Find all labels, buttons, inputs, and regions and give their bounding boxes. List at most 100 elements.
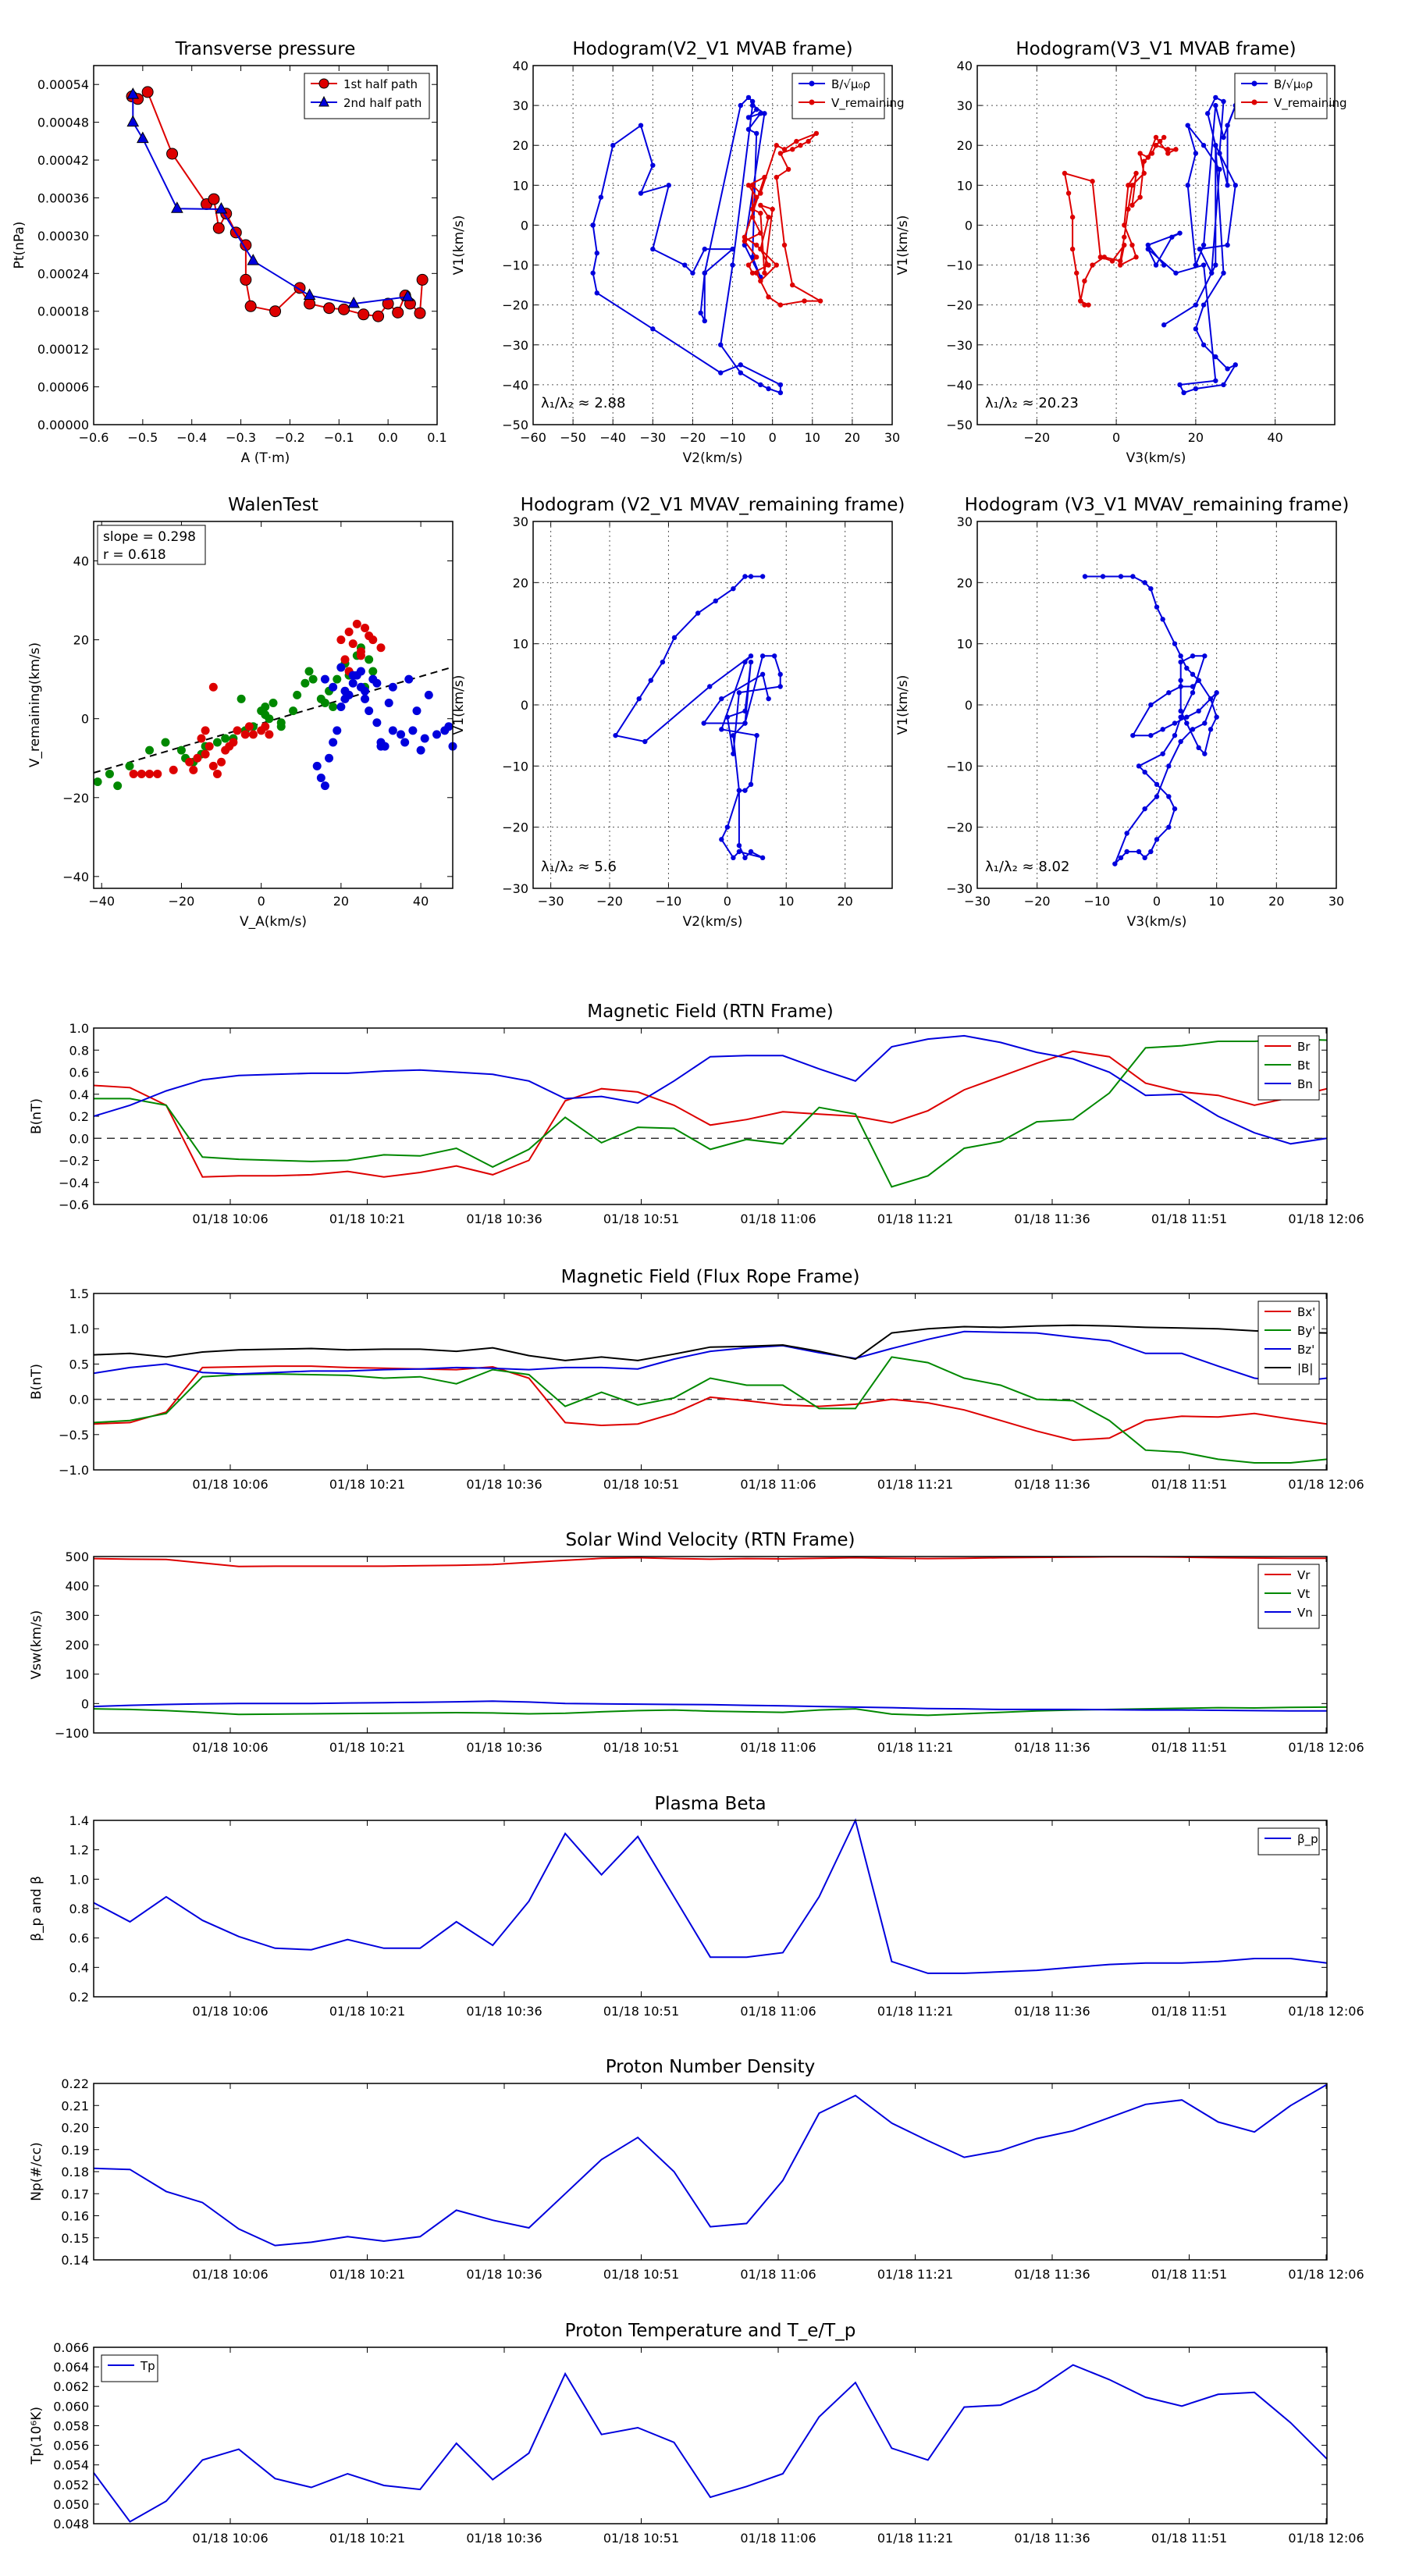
series-0-point [731, 732, 736, 738]
x-axis-label: V2(km/s) [683, 450, 743, 466]
series-1-point [754, 242, 759, 248]
series-By'-line [93, 1356, 1328, 1464]
series-0-point [719, 837, 724, 842]
series-0-point [1213, 262, 1218, 268]
y-tick-label: 0.16 [61, 2209, 89, 2224]
series-0-point [1173, 270, 1179, 276]
scatter-point [365, 706, 374, 716]
x-tick-label: 40 [1267, 430, 1282, 445]
x-tick-label: 20 [333, 894, 349, 909]
x-tick-label: 10 [778, 894, 794, 909]
series-0-point [724, 714, 731, 720]
time-tick-label: 01/18 11:51 [1151, 1477, 1227, 1492]
panel-hodo3: −30 −20 −10 0 10 20 30 −30 −20 −10 0 10 20 Hodogram (… [451, 495, 905, 930]
y-tick-label: −10 [946, 258, 973, 273]
series-1-point [1074, 270, 1080, 276]
y-axis-label: V1(km/s) [895, 675, 911, 735]
series-1-point [126, 115, 140, 127]
scatter-point [424, 690, 433, 699]
y-tick-label: 0.2 [69, 1109, 89, 1124]
series-0-point [1178, 708, 1183, 714]
time-tick-label: 01/18 12:06 [1288, 2267, 1364, 2282]
series-1-point [766, 262, 771, 268]
x-tick-label: −40 [599, 430, 626, 445]
series-1-point [766, 215, 771, 220]
y-tick-label: 10 [513, 178, 528, 193]
scatter-point [276, 718, 286, 728]
series-0-line [614, 575, 781, 859]
series-0-point [1118, 855, 1124, 861]
series-1-point [774, 174, 779, 180]
series-0-point [1178, 653, 1183, 659]
series-0-point [1172, 720, 1178, 726]
series-0-point [758, 382, 763, 388]
time-tick-label: 01/18 10:51 [603, 1477, 679, 1492]
series-1-point [1090, 262, 1095, 268]
time-tick-label: 01/18 11:21 [877, 2531, 953, 2546]
time-tick-label: 01/18 10:06 [192, 2267, 268, 2282]
time-tick-label: 01/18 11:51 [1151, 2004, 1227, 2019]
series-1-point [785, 166, 791, 173]
series-0-point [690, 270, 695, 276]
series-0-point [1130, 574, 1136, 579]
x-tick-label: −10 [656, 894, 682, 909]
scatter-point [340, 686, 350, 696]
time-tick-label: 01/18 10:36 [466, 1740, 542, 1755]
scatter-point [412, 706, 422, 716]
series-1-point [781, 147, 788, 152]
y-tick-label: −0.6 [59, 1197, 89, 1212]
scatter-point [244, 722, 254, 731]
time-tick-label: 01/18 11:21 [877, 1477, 953, 1492]
series-1-point [1065, 190, 1072, 196]
series-0-point [719, 727, 724, 732]
series-1-point [762, 174, 767, 180]
y-tick-label: 0.6 [69, 1066, 89, 1080]
series-0-point [1193, 262, 1199, 268]
series-0-point [759, 671, 766, 678]
series-0-point [1232, 183, 1238, 188]
y-tick-label: 0.6 [69, 1931, 89, 1946]
x-axis-label: V3(km/s) [1126, 450, 1186, 466]
series-0-point [1154, 781, 1160, 788]
x-tick-label: 10 [1208, 894, 1224, 909]
series-0-point [1200, 242, 1207, 248]
y-tick-label: 0.056 [53, 2439, 89, 2453]
series-0-point [766, 696, 771, 702]
series-0-point [1166, 824, 1172, 830]
y-tick-label: 0.050 [53, 2497, 89, 2512]
series-1-point [126, 87, 140, 99]
time-tick-label: 01/18 10:21 [329, 2531, 405, 2546]
y-tick-label: 20 [513, 138, 528, 153]
series-0-point [1145, 246, 1151, 252]
scatter-point [372, 678, 382, 688]
y-axis-label: V_remaining(km/s) [27, 642, 43, 767]
series-1-point [1153, 134, 1159, 141]
y-tick-label: 200 [65, 1638, 89, 1653]
x-tick-label: −20 [596, 894, 623, 909]
series-0-point [695, 610, 701, 616]
chart-title: Magnetic Field (Flux Rope Frame) [561, 1267, 860, 1287]
scatter-point [237, 694, 246, 703]
scatter-point [368, 667, 378, 676]
y-tick-label: −20 [502, 820, 528, 835]
series-0-point [745, 126, 752, 132]
time-tick-label: 01/18 11:36 [1014, 2267, 1090, 2282]
series-0-point [1225, 242, 1230, 248]
series-1-point [754, 270, 759, 276]
series-1-point [1109, 258, 1115, 264]
scatter-point [129, 769, 138, 778]
x-tick-label: 0.1 [427, 430, 446, 445]
series-1-point [749, 215, 756, 220]
scatter-point [125, 761, 134, 770]
series-0-point [1221, 270, 1226, 276]
legend-label: Bt [1297, 1059, 1310, 1073]
chart-title: Plasma Beta [654, 1794, 766, 1814]
series-1-point [749, 206, 756, 212]
series-0-point [1112, 861, 1118, 866]
plot-frame [976, 521, 1337, 889]
series-1-point [347, 296, 360, 308]
series-0-point [754, 107, 759, 112]
series-1-point [754, 254, 759, 260]
series-0-point [1214, 714, 1219, 720]
scatter-point [368, 635, 378, 645]
